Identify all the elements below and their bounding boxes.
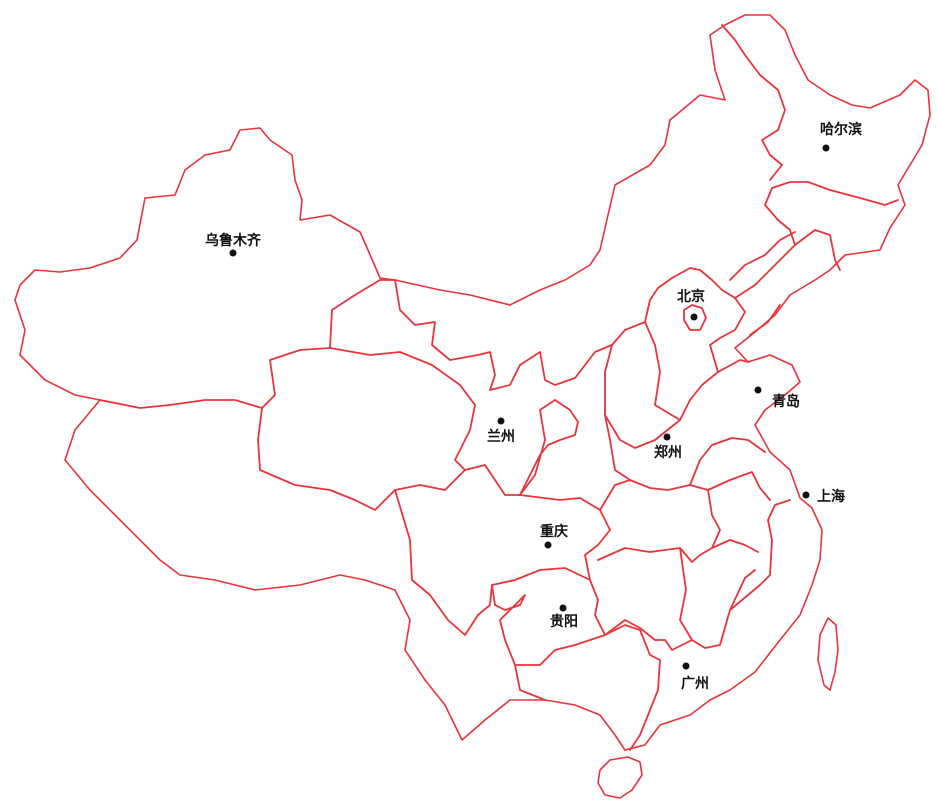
city-dot [682,662,690,670]
city-label: 哈尔滨 [820,121,862,138]
city-dot [559,604,567,612]
city-shanghai: 上海 [802,488,845,505]
city-label: 广州 [681,675,709,692]
taiwan-island [817,617,839,691]
city-dot [497,417,505,425]
city-label: 北京 [677,288,705,305]
city-lanzhou: 兰州 [487,417,515,445]
city-label: 上海 [817,488,845,505]
city-chongqing: 重庆 [540,523,568,549]
city-label: 乌鲁木齐 [205,232,262,249]
city-zhengzhou: 郑州 [654,433,682,461]
city-label: 青岛 [772,393,800,410]
city-haerbin: 哈尔滨 [820,121,862,152]
province-borders [99,24,899,751]
city-qingdao: 青岛 [754,386,800,410]
city-guiyang: 贵阳 [550,604,578,630]
city-label: 贵阳 [550,613,578,630]
city-dot [802,491,810,499]
city-beijing: 北京 [677,288,705,321]
city-label: 兰州 [487,428,515,445]
city-dot [229,249,237,257]
city-wulumuqi: 乌鲁木齐 [205,232,262,257]
city-guangzhou: 广州 [681,662,709,692]
hainan-island [597,756,643,799]
city-dot [822,144,830,152]
city-dot [690,313,698,321]
city-label: 重庆 [540,523,568,540]
city-dot [663,433,671,441]
city-dot [754,386,762,394]
city-dot [544,541,552,549]
city-label: 郑州 [654,444,682,461]
mainland-outline [14,14,931,751]
